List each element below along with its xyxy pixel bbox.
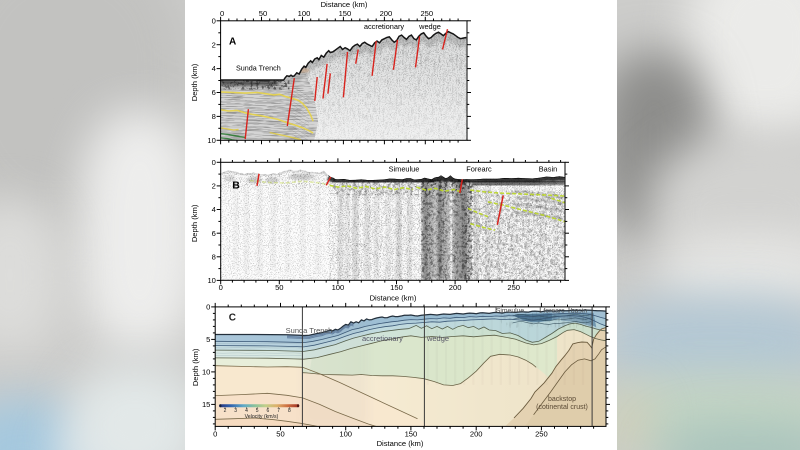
svg-text:10: 10 bbox=[202, 368, 210, 377]
svg-text:accretionary: accretionary bbox=[364, 22, 405, 31]
svg-text:Basin: Basin bbox=[539, 165, 558, 174]
svg-text:6: 6 bbox=[212, 229, 216, 238]
svg-text:150: 150 bbox=[405, 429, 418, 438]
svg-text:0: 0 bbox=[206, 303, 210, 312]
svg-text:15: 15 bbox=[202, 400, 210, 409]
svg-text:Depth (km): Depth (km) bbox=[190, 63, 199, 101]
svg-text:100: 100 bbox=[298, 9, 311, 18]
svg-text:6: 6 bbox=[212, 88, 216, 97]
svg-text:4: 4 bbox=[212, 64, 216, 73]
svg-text:50: 50 bbox=[259, 9, 267, 18]
svg-text:Distance (km): Distance (km) bbox=[370, 294, 417, 303]
svg-text:forearc: forearc bbox=[543, 307, 565, 314]
svg-text:200: 200 bbox=[470, 429, 483, 438]
svg-text:backstop: backstop bbox=[548, 396, 576, 403]
svg-text:wedge: wedge bbox=[426, 334, 449, 343]
svg-text:8: 8 bbox=[288, 408, 291, 414]
svg-text:0: 0 bbox=[219, 283, 223, 292]
svg-text:0: 0 bbox=[213, 429, 217, 438]
svg-text:Simeulue: Simeulue bbox=[389, 165, 420, 174]
svg-text:4: 4 bbox=[245, 408, 248, 414]
svg-text:0: 0 bbox=[220, 9, 224, 18]
svg-text:10: 10 bbox=[207, 136, 215, 145]
svg-text:B: B bbox=[232, 179, 240, 191]
svg-text:wedge: wedge bbox=[418, 22, 441, 31]
svg-text:200: 200 bbox=[449, 283, 462, 292]
svg-text:200: 200 bbox=[380, 9, 393, 18]
svg-text:250: 250 bbox=[535, 429, 548, 438]
svg-text:Forearc: Forearc bbox=[466, 165, 492, 174]
svg-text:6: 6 bbox=[267, 408, 270, 414]
svg-text:100: 100 bbox=[332, 283, 345, 292]
svg-text:2: 2 bbox=[212, 182, 216, 191]
svg-text:A: A bbox=[229, 37, 236, 48]
svg-text:Depth (km): Depth (km) bbox=[191, 348, 200, 386]
svg-text:C: C bbox=[229, 312, 236, 323]
svg-text:Distance (km): Distance (km) bbox=[321, 0, 368, 9]
svg-text:250: 250 bbox=[420, 9, 433, 18]
svg-text:Distance (km): Distance (km) bbox=[377, 439, 424, 448]
svg-text:basin: basin bbox=[571, 307, 587, 314]
svg-text:accretionary: accretionary bbox=[362, 334, 403, 343]
svg-text:Sunda Trench: Sunda Trench bbox=[236, 64, 281, 73]
svg-text:0: 0 bbox=[212, 158, 216, 167]
svg-text:Sunda Trench: Sunda Trench bbox=[286, 326, 333, 335]
svg-text:10: 10 bbox=[207, 276, 215, 285]
svg-text:7: 7 bbox=[277, 408, 280, 414]
svg-text:8: 8 bbox=[212, 252, 216, 261]
svg-text:100: 100 bbox=[339, 429, 352, 438]
svg-text:Depth (km): Depth (km) bbox=[190, 204, 199, 242]
svg-text:5: 5 bbox=[256, 408, 259, 414]
svg-text:8: 8 bbox=[212, 112, 216, 121]
svg-text:150: 150 bbox=[390, 283, 403, 292]
svg-text:2: 2 bbox=[224, 408, 227, 414]
svg-text:250: 250 bbox=[507, 283, 520, 292]
svg-text:Simeulue: Simeulue bbox=[496, 307, 525, 314]
svg-text:Velocity (km/s): Velocity (km/s) bbox=[245, 414, 279, 420]
svg-text:4: 4 bbox=[212, 205, 216, 214]
svg-text:2: 2 bbox=[212, 40, 216, 49]
svg-text:3: 3 bbox=[234, 408, 237, 414]
svg-text:50: 50 bbox=[276, 429, 284, 438]
svg-text:(cotinental crust): (cotinental crust) bbox=[536, 404, 588, 411]
svg-text:50: 50 bbox=[275, 283, 283, 292]
svg-text:150: 150 bbox=[339, 9, 352, 18]
svg-text:5: 5 bbox=[206, 335, 210, 344]
svg-text:0: 0 bbox=[212, 16, 216, 25]
